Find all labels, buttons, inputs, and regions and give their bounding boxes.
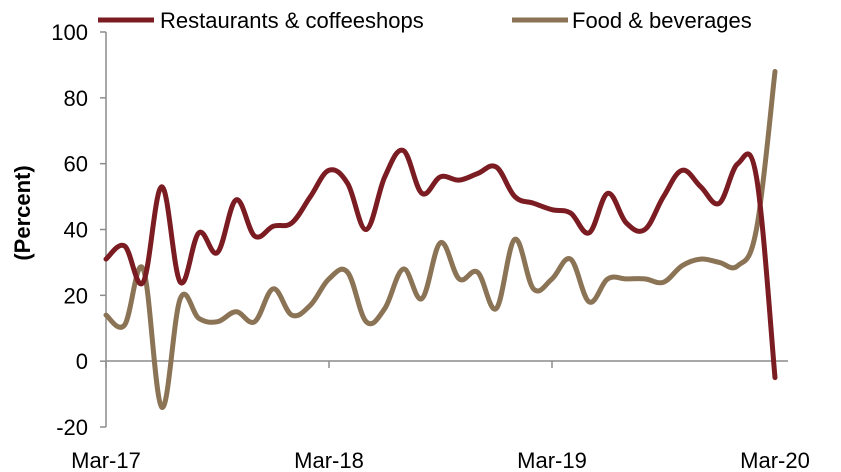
legend: Restaurants & coffeeshops Food & beverage…	[98, 8, 752, 33]
x-tick-label: Mar-20	[740, 448, 810, 472]
y-tick-label: 40	[64, 218, 88, 243]
y-tick-label: 80	[64, 86, 88, 111]
series-group	[103, 69, 778, 410]
y-tick-label: -20	[56, 415, 88, 440]
y-tick-label: 60	[64, 152, 88, 177]
y-tick-labels: -20 0 20 40 60 80 100	[51, 20, 88, 440]
axes	[100, 31, 788, 428]
x-tick-label: Mar-19	[517, 448, 587, 472]
y-tick-label: 20	[64, 283, 88, 308]
series-line-food-beverages	[103, 69, 778, 410]
x-tick-label: Mar-17	[71, 448, 141, 472]
series-line-restaurants-coffeeshops	[103, 147, 778, 381]
y-axis-label: (Percent)	[10, 165, 35, 260]
y-tick-label: 100	[51, 20, 88, 45]
legend-label: Restaurants & coffeeshops	[160, 8, 424, 33]
y-tick-label: 0	[76, 349, 88, 374]
legend-label: Food & beverages	[572, 8, 752, 33]
x-tick-label: Mar-18	[294, 448, 364, 472]
x-tick-labels: Mar-17 Mar-18 Mar-19 Mar-20	[71, 448, 810, 472]
